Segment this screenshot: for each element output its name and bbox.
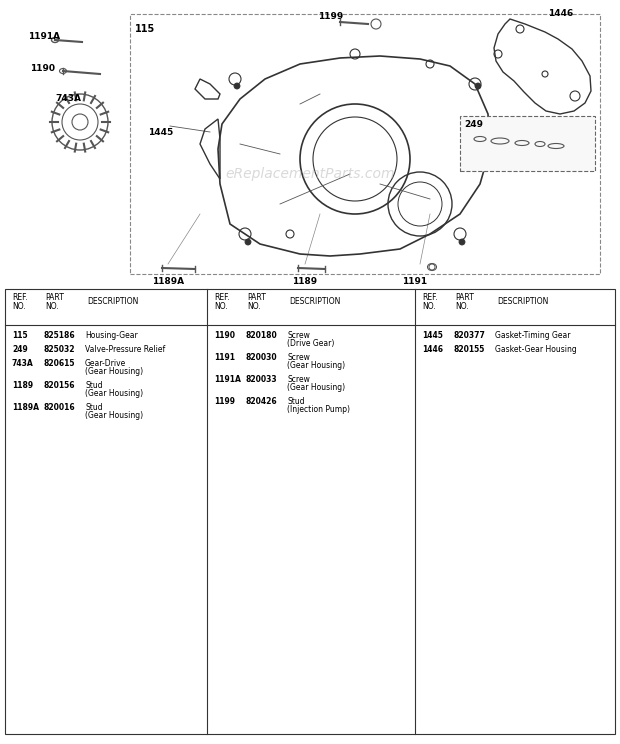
- Text: PART: PART: [455, 293, 474, 302]
- Text: (Injection Pump): (Injection Pump): [287, 405, 350, 414]
- Text: 1199: 1199: [214, 397, 235, 406]
- Text: Gasket-Gear Housing: Gasket-Gear Housing: [495, 345, 577, 354]
- Text: NO.: NO.: [247, 302, 261, 311]
- Text: 743A: 743A: [55, 94, 81, 103]
- Text: 820016: 820016: [43, 403, 74, 412]
- Text: 1446: 1446: [422, 345, 443, 354]
- Text: 820156: 820156: [43, 381, 74, 390]
- Text: (Gear Housing): (Gear Housing): [85, 411, 143, 420]
- Text: 1190: 1190: [214, 331, 235, 340]
- Text: Screw: Screw: [287, 353, 310, 362]
- Text: Gasket-Timing Gear: Gasket-Timing Gear: [495, 331, 570, 340]
- Text: NO.: NO.: [455, 302, 469, 311]
- Text: 1199: 1199: [318, 12, 343, 21]
- Text: DESCRIPTION: DESCRIPTION: [497, 297, 548, 306]
- Text: 1190: 1190: [30, 64, 55, 73]
- Text: PART: PART: [247, 293, 266, 302]
- Text: 115: 115: [12, 331, 28, 340]
- Text: 743A: 743A: [12, 359, 33, 368]
- Text: Housing-Gear: Housing-Gear: [85, 331, 138, 340]
- Text: eReplacementParts.com: eReplacementParts.com: [225, 167, 395, 181]
- Text: 820426: 820426: [245, 397, 277, 406]
- Text: Valve-Pressure Relief: Valve-Pressure Relief: [85, 345, 166, 354]
- Text: 1189: 1189: [293, 277, 317, 286]
- Text: (Gear Housing): (Gear Housing): [85, 367, 143, 376]
- Circle shape: [245, 239, 251, 245]
- Text: NO.: NO.: [422, 302, 436, 311]
- Text: (Drive Gear): (Drive Gear): [287, 339, 334, 348]
- Text: 820615: 820615: [43, 359, 74, 368]
- Text: Stud: Stud: [85, 403, 103, 412]
- Text: 1189A: 1189A: [152, 277, 184, 286]
- Text: Stud: Stud: [287, 397, 304, 406]
- Text: 820180: 820180: [245, 331, 277, 340]
- Text: (Gear Housing): (Gear Housing): [287, 383, 345, 392]
- Text: Screw: Screw: [287, 375, 310, 384]
- Text: DESCRIPTION: DESCRIPTION: [289, 297, 340, 306]
- Text: 115: 115: [135, 24, 155, 34]
- Text: Screw: Screw: [287, 331, 310, 340]
- Text: 1189A: 1189A: [12, 403, 39, 412]
- Text: Stud: Stud: [85, 381, 103, 390]
- Text: 820155: 820155: [453, 345, 484, 354]
- Text: DESCRIPTION: DESCRIPTION: [87, 297, 138, 306]
- Text: Gear-Drive: Gear-Drive: [85, 359, 126, 368]
- Text: 825186: 825186: [43, 331, 74, 340]
- Text: 820030: 820030: [245, 353, 277, 362]
- Text: (Gear Housing): (Gear Housing): [85, 389, 143, 398]
- Text: 1445: 1445: [148, 128, 173, 137]
- Polygon shape: [460, 116, 595, 171]
- Text: 825032: 825032: [43, 345, 74, 354]
- Text: 1191: 1191: [402, 277, 428, 286]
- Text: 820377: 820377: [453, 331, 485, 340]
- Text: 1445: 1445: [422, 331, 443, 340]
- Text: 1446: 1446: [548, 9, 574, 18]
- Circle shape: [459, 239, 465, 245]
- Text: 249: 249: [464, 120, 483, 129]
- Text: NO.: NO.: [45, 302, 59, 311]
- Text: (Gear Housing): (Gear Housing): [287, 361, 345, 370]
- Text: 249: 249: [12, 345, 28, 354]
- Circle shape: [475, 83, 481, 89]
- Text: 1189: 1189: [12, 381, 33, 390]
- Text: 1191: 1191: [214, 353, 235, 362]
- Text: 1191A: 1191A: [28, 32, 60, 41]
- Text: 1191A: 1191A: [214, 375, 241, 384]
- Circle shape: [234, 83, 240, 89]
- Text: REF.: REF.: [422, 293, 438, 302]
- Text: REF.: REF.: [12, 293, 28, 302]
- Text: REF.: REF.: [214, 293, 229, 302]
- Text: 820033: 820033: [245, 375, 277, 384]
- Text: NO.: NO.: [214, 302, 228, 311]
- Text: PART: PART: [45, 293, 64, 302]
- Text: NO.: NO.: [12, 302, 26, 311]
